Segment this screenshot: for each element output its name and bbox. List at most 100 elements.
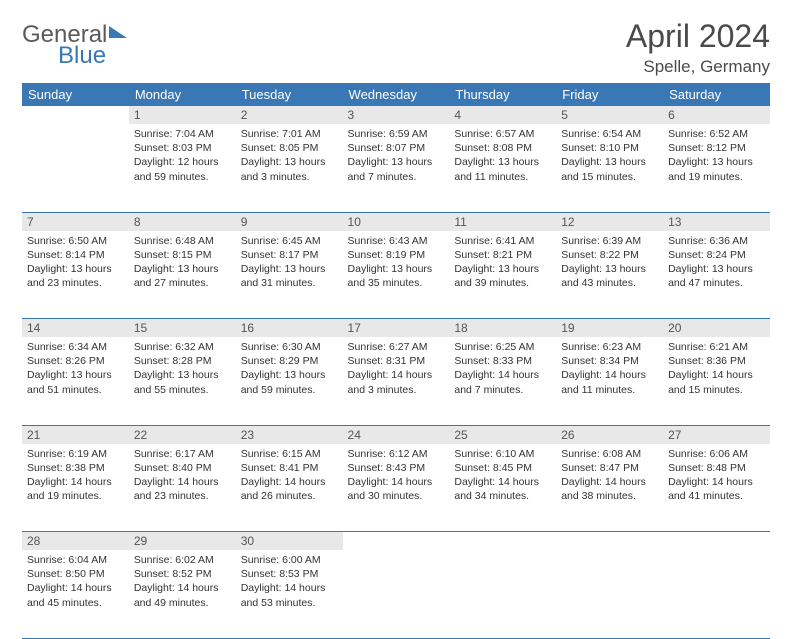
day-number-cell: 2 — [236, 106, 343, 124]
daylight-line: Daylight: 13 hours and 39 minutes. — [454, 262, 551, 290]
day-details: Sunrise: 6:54 AMSunset: 8:10 PMDaylight:… — [561, 127, 658, 184]
sunset-line: Sunset: 8:17 PM — [241, 248, 338, 262]
weekday-header-row: Sunday Monday Tuesday Wednesday Thursday… — [22, 83, 770, 106]
sunset-line: Sunset: 8:14 PM — [27, 248, 124, 262]
day-details: Sunrise: 6:43 AMSunset: 8:19 PMDaylight:… — [348, 234, 445, 291]
daylight-line: Daylight: 13 hours and 23 minutes. — [27, 262, 124, 290]
day-number-cell: 7 — [22, 212, 129, 231]
day-cell: Sunrise: 6:30 AMSunset: 8:29 PMDaylight:… — [236, 337, 343, 425]
daylight-line: Daylight: 13 hours and 27 minutes. — [134, 262, 231, 290]
day-number-cell: 25 — [449, 425, 556, 444]
week-row: Sunrise: 7:04 AMSunset: 8:03 PM Daylight:… — [22, 124, 770, 212]
sunrise-line: Sunrise: 7:04 AM — [134, 127, 231, 141]
day-cell: Sunrise: 6:52 AMSunset: 8:12 PMDaylight:… — [663, 124, 770, 212]
sunrise-line: Sunrise: 6:34 AM — [27, 340, 124, 354]
day-details: Sunrise: 6:27 AMSunset: 8:31 PMDaylight:… — [348, 340, 445, 397]
sunset-line: Sunset: 8:48 PM — [668, 461, 765, 475]
day-number-cell: 29 — [129, 532, 236, 551]
day-details: Sunrise: 6:06 AMSunset: 8:48 PMDaylight:… — [668, 447, 765, 504]
day-number-cell: 30 — [236, 532, 343, 551]
sunset-line: Sunset: 8:05 PM — [241, 141, 338, 155]
day-details: Sunrise: 6:23 AMSunset: 8:34 PMDaylight:… — [561, 340, 658, 397]
sunset-line: Sunset: 8:50 PM — [27, 567, 124, 581]
title-block: April 2024 Spelle, Germany — [626, 18, 770, 77]
day-number-cell: 15 — [129, 319, 236, 338]
weekday-header: Monday — [129, 83, 236, 106]
sunrise-line: Sunrise: 6:30 AM — [241, 340, 338, 354]
day-details: Sunrise: 7:01 AMSunset: 8:05 PMDaylight:… — [241, 127, 338, 184]
sunrise-line: Sunrise: 6:52 AM — [668, 127, 765, 141]
week-row: Sunrise: 6:50 AMSunset: 8:14 PMDaylight:… — [22, 231, 770, 319]
sunset-line: Sunset: 8:52 PM — [134, 567, 231, 581]
sunset-line: Sunset: 8:47 PM — [561, 461, 658, 475]
daylight-line: Daylight: 14 hours and 11 minutes. — [561, 368, 658, 396]
sunrise-line: Sunrise: 6:12 AM — [348, 447, 445, 461]
sunset-line: Sunset: 8:38 PM — [27, 461, 124, 475]
day-cell: Sunrise: 6:19 AMSunset: 8:38 PMDaylight:… — [22, 444, 129, 532]
day-details: Sunrise: 6:12 AMSunset: 8:43 PMDaylight:… — [348, 447, 445, 504]
day-details: Sunrise: 6:36 AMSunset: 8:24 PMDaylight:… — [668, 234, 765, 291]
sunset-line: Sunset: 8:28 PM — [134, 354, 231, 368]
logo-triangle-icon — [109, 26, 127, 38]
day-number-cell: 1 — [129, 106, 236, 124]
day-cell: Sunrise: 6:41 AMSunset: 8:21 PMDaylight:… — [449, 231, 556, 319]
day-details: Sunrise: 6:15 AMSunset: 8:41 PMDaylight:… — [241, 447, 338, 504]
daylight-line: Daylight: 14 hours and 3 minutes. — [348, 368, 445, 396]
sunrise-line: Sunrise: 6:41 AM — [454, 234, 551, 248]
sunset-line: Sunset: 8:19 PM — [348, 248, 445, 262]
day-number-cell: 20 — [663, 319, 770, 338]
sunrise-line: Sunrise: 6:50 AM — [27, 234, 124, 248]
daylight-line: Daylight: 14 hours and 19 minutes. — [27, 475, 124, 503]
sunset-line: Sunset: 8:10 PM — [561, 141, 658, 155]
day-cell: Sunrise: 6:43 AMSunset: 8:19 PMDaylight:… — [343, 231, 450, 319]
sunrise-line: Sunrise: 6:23 AM — [561, 340, 658, 354]
sunrise-line: Sunrise: 6:59 AM — [348, 127, 445, 141]
day-number-cell — [556, 532, 663, 551]
day-cell — [343, 550, 450, 638]
sunset-line: Sunset: 8:33 PM — [454, 354, 551, 368]
daylight-line: Daylight: 13 hours and 15 minutes. — [561, 155, 658, 183]
day-cell: Sunrise: 6:06 AMSunset: 8:48 PMDaylight:… — [663, 444, 770, 532]
daylight-line: Daylight: 14 hours and 38 minutes. — [561, 475, 658, 503]
sunrise-line: Sunrise: 6:32 AM — [134, 340, 231, 354]
day-cell: Sunrise: 6:02 AMSunset: 8:52 PMDaylight:… — [129, 550, 236, 638]
sunrise-line: Sunrise: 6:08 AM — [561, 447, 658, 461]
day-cell: Sunrise: 6:25 AMSunset: 8:33 PMDaylight:… — [449, 337, 556, 425]
daylight-line: Daylight: 13 hours and 35 minutes. — [348, 262, 445, 290]
daylight-line: Daylight: 14 hours and 23 minutes. — [134, 475, 231, 503]
day-number-cell: 24 — [343, 425, 450, 444]
daylight-line: Daylight: 14 hours and 53 minutes. — [241, 581, 338, 609]
sunset-line: Sunset: 8:31 PM — [348, 354, 445, 368]
daylight-line: Daylight: 14 hours and 41 minutes. — [668, 475, 765, 503]
sunset-line: Sunset: 8:15 PM — [134, 248, 231, 262]
day-cell: Sunrise: 6:32 AMSunset: 8:28 PMDaylight:… — [129, 337, 236, 425]
sunrise-line: Sunrise: 6:15 AM — [241, 447, 338, 461]
day-details: Sunrise: 6:50 AMSunset: 8:14 PMDaylight:… — [27, 234, 124, 291]
sunset-line: Sunset: 8:34 PM — [561, 354, 658, 368]
sunset-line: Sunset: 8:41 PM — [241, 461, 338, 475]
sunrise-line: Sunrise: 6:27 AM — [348, 340, 445, 354]
day-cell: Sunrise: 6:04 AMSunset: 8:50 PMDaylight:… — [22, 550, 129, 638]
brand-part2: Blue — [58, 43, 127, 68]
day-number-cell — [663, 532, 770, 551]
sunrise-line: Sunrise: 6:21 AM — [668, 340, 765, 354]
sunset-line: Sunset: 8:43 PM — [348, 461, 445, 475]
day-cell: Sunrise: 6:17 AMSunset: 8:40 PMDaylight:… — [129, 444, 236, 532]
sunrise-line: Sunrise: 6:10 AM — [454, 447, 551, 461]
week-row: Sunrise: 6:34 AMSunset: 8:26 PMDaylight:… — [22, 337, 770, 425]
sunset-line: Sunset: 8:03 PM — [134, 141, 231, 155]
day-details: Sunrise: 6:04 AMSunset: 8:50 PMDaylight:… — [27, 553, 124, 610]
day-cell — [22, 124, 129, 212]
sunrise-line: Sunrise: 6:04 AM — [27, 553, 124, 567]
day-number-cell: 23 — [236, 425, 343, 444]
sunrise-line: Sunrise: 6:02 AM — [134, 553, 231, 567]
page-header: GeneralBlue April 2024 Spelle, Germany — [22, 18, 770, 77]
day-cell: Sunrise: 6:59 AMSunset: 8:07 PMDaylight:… — [343, 124, 450, 212]
day-number-cell: 13 — [663, 212, 770, 231]
weekday-header: Tuesday — [236, 83, 343, 106]
sunset-line: Sunset: 8:40 PM — [134, 461, 231, 475]
day-cell: Sunrise: 6:48 AMSunset: 8:15 PMDaylight:… — [129, 231, 236, 319]
weekday-header: Thursday — [449, 83, 556, 106]
day-details: Sunrise: 6:48 AMSunset: 8:15 PMDaylight:… — [134, 234, 231, 291]
day-cell: Sunrise: 7:01 AMSunset: 8:05 PMDaylight:… — [236, 124, 343, 212]
